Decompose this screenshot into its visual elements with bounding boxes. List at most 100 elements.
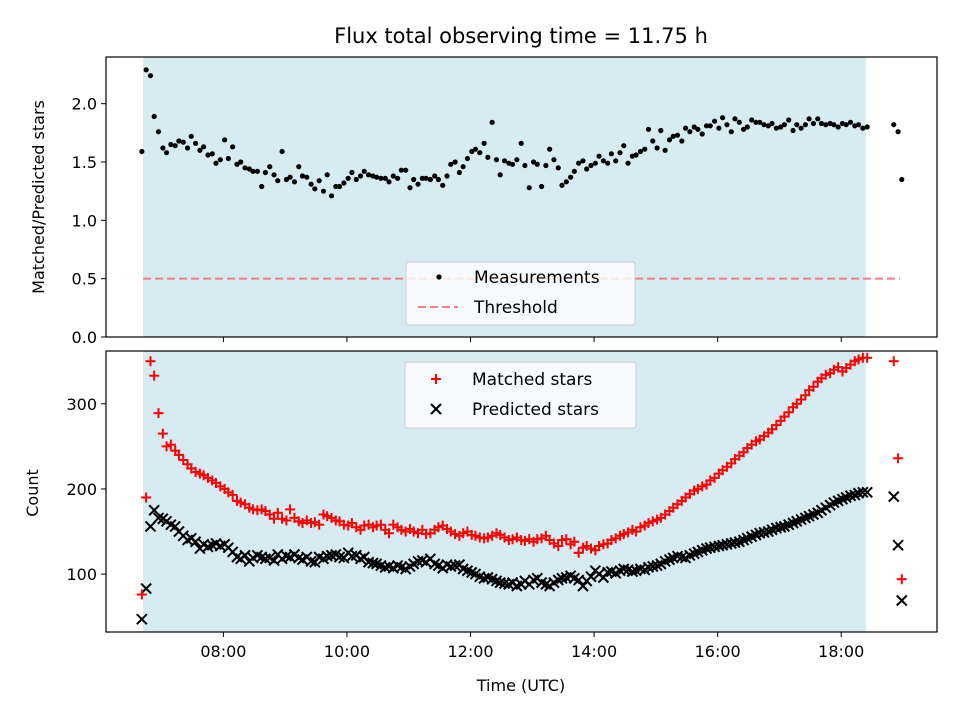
measurement-point bbox=[160, 145, 166, 151]
measurement-point bbox=[847, 119, 854, 125]
measurement-point bbox=[357, 173, 364, 179]
matched-stars-point bbox=[569, 536, 580, 547]
bottom-panel: 100 200 300 08:00 10:00 12:00 14:00 16:00 18:00… bbox=[23, 350, 938, 695]
measurement-point bbox=[674, 132, 681, 138]
measurement-point bbox=[217, 157, 223, 163]
measurement-point bbox=[147, 73, 154, 79]
measurement-point bbox=[192, 140, 199, 146]
matched-stars-point bbox=[173, 449, 184, 460]
predicted-stars-point bbox=[259, 553, 272, 565]
measurement-point bbox=[259, 183, 265, 190]
legend-predicted-label: Predicted stars bbox=[472, 400, 599, 420]
measurement-point bbox=[209, 151, 215, 157]
measurement-point bbox=[230, 144, 236, 150]
measurement-point bbox=[172, 143, 178, 149]
matched-stars-point bbox=[800, 390, 811, 401]
measurement-point bbox=[316, 178, 322, 184]
predicted-stars-point bbox=[445, 560, 457, 573]
measurement-point bbox=[180, 139, 186, 145]
measurement-point bbox=[222, 137, 228, 143]
measurement-point bbox=[234, 161, 240, 167]
measurement-point bbox=[419, 175, 425, 181]
measurement-point bbox=[477, 150, 483, 156]
measurement-point bbox=[411, 176, 417, 183]
measurement-point bbox=[184, 145, 191, 151]
measurement-point bbox=[815, 116, 821, 122]
measurement-point bbox=[308, 181, 314, 187]
predicted-stars-point bbox=[239, 549, 251, 562]
measurement-point bbox=[753, 119, 759, 125]
predicted-stars-point bbox=[861, 486, 873, 499]
measurement-point bbox=[802, 122, 808, 128]
measurement-point bbox=[448, 161, 454, 167]
legend-predicted-marker bbox=[430, 403, 442, 415]
matched-stars-point bbox=[862, 352, 873, 363]
top-x-axis-ticks bbox=[222, 337, 842, 342]
measurement-point bbox=[605, 160, 611, 166]
measurement-point bbox=[374, 174, 380, 180]
measurement-point bbox=[407, 185, 413, 191]
measurement-point bbox=[658, 127, 664, 134]
predicted-stars-point bbox=[844, 490, 857, 502]
measurement-point bbox=[547, 146, 553, 152]
measurement-point bbox=[666, 137, 673, 143]
bottom-x-tick-label: 16:00 bbox=[695, 642, 741, 661]
measurement-point bbox=[720, 115, 726, 121]
matched-stars-point bbox=[383, 528, 394, 539]
predicted-stars-point bbox=[136, 613, 148, 625]
top-y-axis-label: Matched/Predicted stars bbox=[29, 100, 48, 294]
measurement-point bbox=[860, 125, 866, 131]
measurement-point bbox=[682, 125, 689, 131]
measurement-point bbox=[757, 119, 763, 125]
measurement-point bbox=[645, 126, 652, 132]
measurement-point bbox=[201, 144, 207, 150]
measurement-point bbox=[711, 118, 718, 124]
measurement-point bbox=[588, 162, 594, 169]
measurement-point bbox=[469, 148, 475, 155]
measurement-point bbox=[592, 160, 598, 166]
measurement-point bbox=[732, 116, 738, 122]
matched-stars-point bbox=[375, 519, 386, 530]
predicted-stars-point bbox=[346, 550, 358, 562]
measurement-point bbox=[522, 162, 528, 169]
measurement-point bbox=[501, 158, 508, 164]
predicted-stars-point bbox=[892, 539, 904, 551]
matched-stars-point bbox=[281, 515, 292, 526]
measurement-point bbox=[415, 181, 421, 187]
measurement-point bbox=[489, 119, 495, 125]
measurement-point bbox=[637, 148, 644, 155]
legend-threshold-label: Threshold bbox=[473, 298, 558, 318]
measurement-point bbox=[242, 165, 248, 171]
measurement-point bbox=[250, 168, 256, 174]
measurement-point bbox=[320, 188, 327, 194]
measurement-point bbox=[312, 186, 318, 192]
x-axis-label: Time (UTC) bbox=[476, 676, 565, 695]
measurement-point bbox=[703, 123, 710, 129]
measurement-point bbox=[514, 157, 520, 163]
predicted-stars-point bbox=[774, 521, 787, 533]
matched-stars-point bbox=[314, 519, 325, 530]
bottom-x-tick-label: 18:00 bbox=[818, 642, 864, 661]
measurement-point bbox=[773, 125, 779, 131]
measurement-point bbox=[444, 173, 450, 179]
measurement-point bbox=[806, 116, 812, 122]
predicted-stars-point bbox=[647, 560, 659, 573]
measurement-point bbox=[452, 159, 458, 165]
measurement-point bbox=[584, 166, 590, 172]
measurement-point bbox=[765, 123, 771, 129]
measurement-point bbox=[687, 129, 693, 135]
bottom-x-tick-label: 08:00 bbox=[200, 642, 246, 661]
measurement-point bbox=[786, 117, 792, 123]
top-axes-frame bbox=[105, 56, 938, 338]
matched-stars-point bbox=[896, 574, 907, 585]
matched-stars-point bbox=[165, 439, 176, 450]
top-legend-box bbox=[405, 261, 636, 326]
matched-stars-point bbox=[157, 428, 168, 439]
measurement-point bbox=[464, 155, 471, 162]
predicted-stars-point bbox=[642, 561, 655, 573]
measurement-point bbox=[518, 140, 524, 146]
predicted-stars-point bbox=[556, 572, 568, 585]
matched-stars-point bbox=[553, 540, 564, 551]
legend-measurements-label: Measurements bbox=[474, 268, 600, 288]
legend-measurements-marker bbox=[436, 274, 442, 280]
